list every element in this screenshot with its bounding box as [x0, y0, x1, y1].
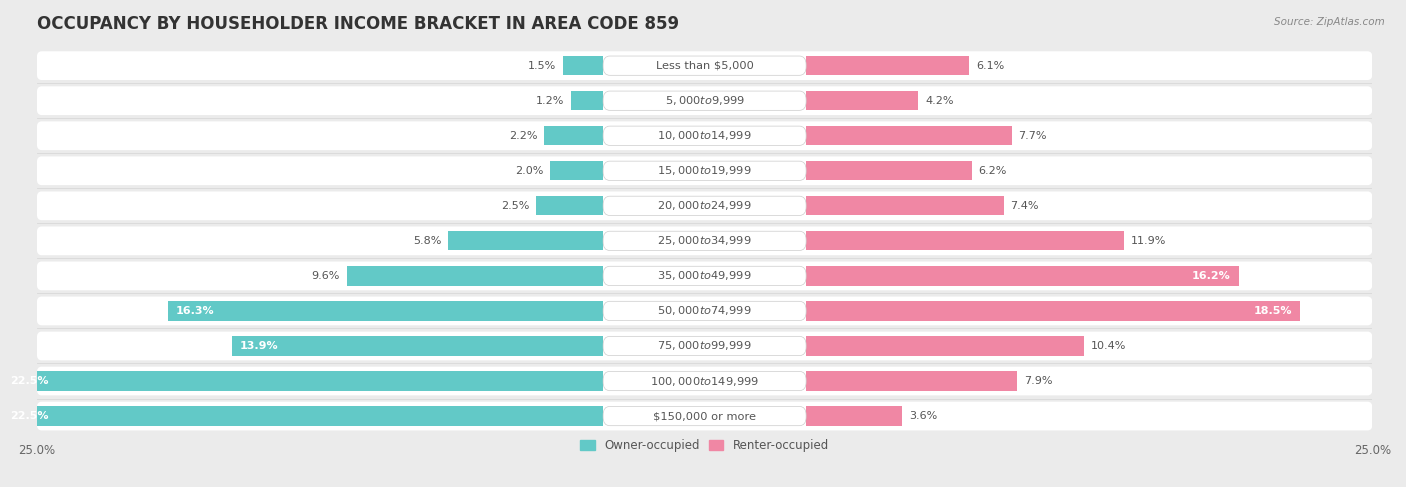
Bar — [806, 266, 1239, 285]
Bar — [232, 337, 603, 356]
FancyBboxPatch shape — [37, 121, 1372, 150]
FancyBboxPatch shape — [37, 402, 1372, 431]
Bar — [571, 91, 603, 111]
FancyBboxPatch shape — [603, 126, 806, 146]
Text: 11.9%: 11.9% — [1130, 236, 1166, 246]
Text: OCCUPANCY BY HOUSEHOLDER INCOME BRACKET IN AREA CODE 859: OCCUPANCY BY HOUSEHOLDER INCOME BRACKET … — [37, 15, 679, 33]
FancyBboxPatch shape — [37, 226, 1372, 255]
Bar — [806, 56, 969, 75]
Text: $75,000 to $99,999: $75,000 to $99,999 — [658, 339, 752, 353]
FancyBboxPatch shape — [603, 231, 806, 250]
Bar — [167, 301, 603, 320]
FancyBboxPatch shape — [37, 86, 1372, 115]
Text: 18.5%: 18.5% — [1254, 306, 1292, 316]
FancyBboxPatch shape — [37, 332, 1372, 360]
Text: 3.6%: 3.6% — [908, 411, 938, 421]
Bar — [347, 266, 603, 285]
Text: 7.4%: 7.4% — [1011, 201, 1039, 211]
FancyBboxPatch shape — [603, 337, 806, 356]
FancyBboxPatch shape — [37, 367, 1372, 395]
Bar — [806, 196, 1004, 215]
Text: 7.9%: 7.9% — [1024, 376, 1052, 386]
Text: 7.7%: 7.7% — [1018, 131, 1047, 141]
Text: Source: ZipAtlas.com: Source: ZipAtlas.com — [1274, 17, 1385, 27]
Bar — [1, 407, 603, 426]
FancyBboxPatch shape — [603, 56, 806, 75]
Text: $15,000 to $19,999: $15,000 to $19,999 — [658, 164, 752, 177]
Text: $20,000 to $24,999: $20,000 to $24,999 — [658, 199, 752, 212]
Text: 2.5%: 2.5% — [502, 201, 530, 211]
Text: 6.1%: 6.1% — [976, 61, 1004, 71]
Text: 6.2%: 6.2% — [979, 166, 1007, 176]
Text: $10,000 to $14,999: $10,000 to $14,999 — [658, 129, 752, 142]
Bar — [544, 126, 603, 146]
Bar — [550, 161, 603, 180]
Bar — [806, 407, 903, 426]
Bar — [806, 161, 972, 180]
Text: $5,000 to $9,999: $5,000 to $9,999 — [665, 94, 745, 107]
FancyBboxPatch shape — [37, 51, 1372, 80]
Bar — [806, 231, 1123, 250]
Text: $25,000 to $34,999: $25,000 to $34,999 — [658, 234, 752, 247]
FancyBboxPatch shape — [603, 91, 806, 111]
FancyBboxPatch shape — [603, 196, 806, 215]
Legend: Owner-occupied, Renter-occupied: Owner-occupied, Renter-occupied — [575, 434, 834, 457]
Text: 2.2%: 2.2% — [509, 131, 537, 141]
Text: $100,000 to $149,999: $100,000 to $149,999 — [650, 375, 759, 388]
Bar — [536, 196, 603, 215]
Text: Less than $5,000: Less than $5,000 — [655, 61, 754, 71]
Bar — [806, 337, 1084, 356]
Text: 4.2%: 4.2% — [925, 96, 953, 106]
Text: $50,000 to $74,999: $50,000 to $74,999 — [658, 304, 752, 318]
Text: 16.3%: 16.3% — [176, 306, 214, 316]
Bar — [562, 56, 603, 75]
FancyBboxPatch shape — [37, 156, 1372, 185]
Text: 1.5%: 1.5% — [529, 61, 557, 71]
Text: 1.2%: 1.2% — [536, 96, 564, 106]
FancyBboxPatch shape — [37, 191, 1372, 220]
Bar — [806, 126, 1012, 146]
Text: 16.2%: 16.2% — [1192, 271, 1230, 281]
Bar — [806, 372, 1017, 391]
Bar — [1, 372, 603, 391]
Text: 22.5%: 22.5% — [10, 376, 49, 386]
Bar — [449, 231, 603, 250]
FancyBboxPatch shape — [37, 297, 1372, 325]
Bar — [806, 91, 918, 111]
Bar — [806, 301, 1301, 320]
FancyBboxPatch shape — [603, 266, 806, 285]
Text: 13.9%: 13.9% — [240, 341, 278, 351]
FancyBboxPatch shape — [603, 301, 806, 320]
FancyBboxPatch shape — [603, 407, 806, 426]
Text: $150,000 or more: $150,000 or more — [654, 411, 756, 421]
Text: $35,000 to $49,999: $35,000 to $49,999 — [658, 269, 752, 282]
Text: 2.0%: 2.0% — [515, 166, 543, 176]
Text: 22.5%: 22.5% — [10, 411, 49, 421]
Text: 9.6%: 9.6% — [312, 271, 340, 281]
Text: 10.4%: 10.4% — [1091, 341, 1126, 351]
Text: 5.8%: 5.8% — [413, 236, 441, 246]
FancyBboxPatch shape — [37, 262, 1372, 290]
FancyBboxPatch shape — [603, 161, 806, 180]
FancyBboxPatch shape — [603, 372, 806, 391]
